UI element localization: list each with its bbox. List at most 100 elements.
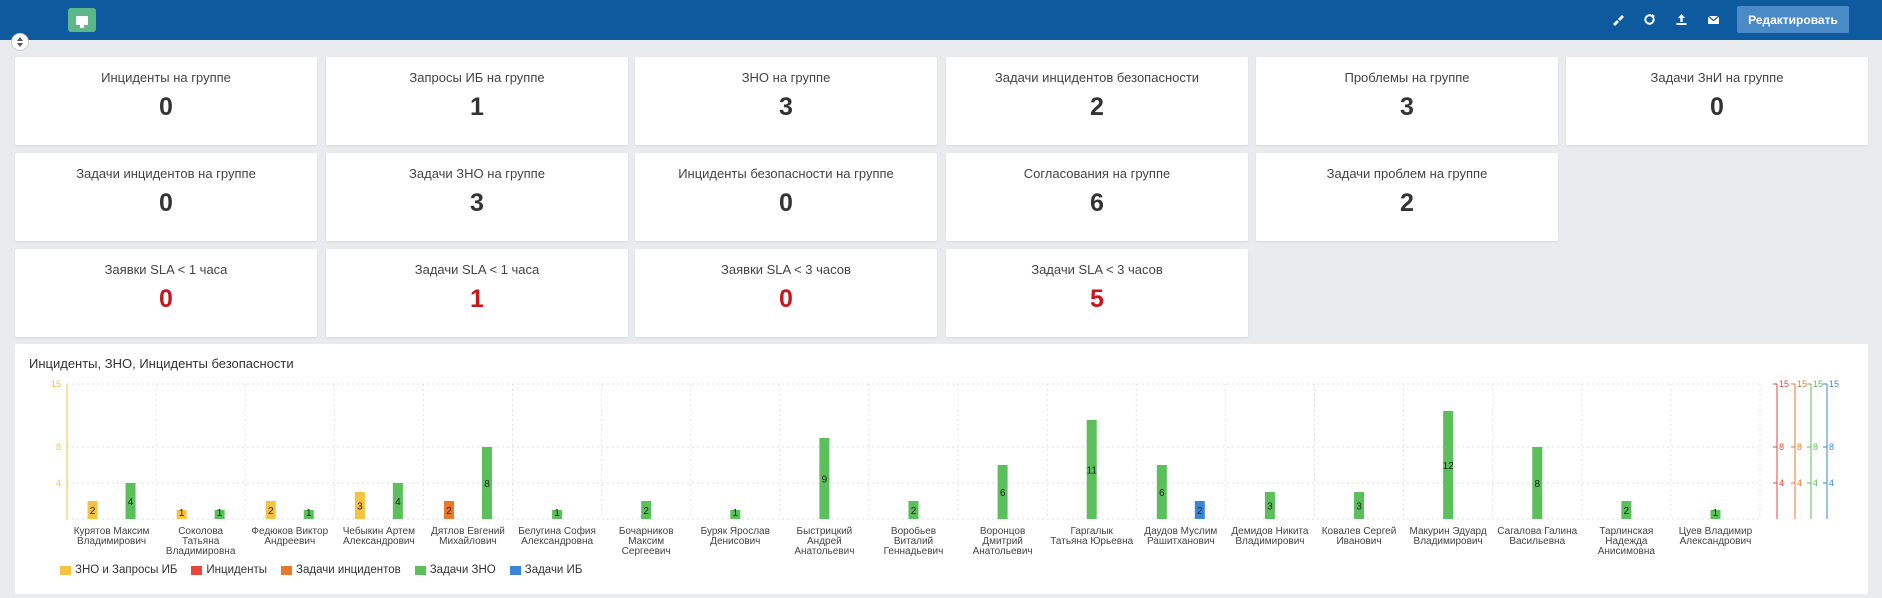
bar bbox=[443, 501, 454, 519]
x-tick-label-line: Васильевна bbox=[1509, 536, 1565, 547]
bar bbox=[125, 483, 136, 519]
kpi-tile[interactable]: Задачи ЗНО на группе 3 bbox=[326, 153, 628, 241]
kpi-tile[interactable]: Задачи SLA < 1 часа 1 bbox=[326, 249, 628, 337]
x-tick-label-line: Александрович bbox=[1680, 536, 1752, 547]
kpi-title: Задачи SLA < 3 часов bbox=[1031, 262, 1163, 277]
x-tick-label-line: Денисович bbox=[710, 536, 760, 547]
legend-swatch bbox=[191, 565, 203, 575]
bar-value-label: 8 bbox=[484, 479, 490, 490]
x-tick-label-line: Владимировна bbox=[166, 546, 236, 557]
edit-button[interactable]: Редактировать bbox=[1737, 6, 1849, 33]
kpi-value: 0 bbox=[159, 189, 173, 217]
bar-value-label: 1 bbox=[554, 508, 560, 519]
bar bbox=[265, 501, 276, 519]
bar-value-label: 1 bbox=[733, 508, 739, 519]
kpi-tile[interactable]: Задачи инцидентов безопасности 2 bbox=[946, 57, 1248, 145]
kpi-value: 5 bbox=[1090, 285, 1104, 313]
kpi-tile[interactable]: Задачи ЗнИ на группе 0 bbox=[1566, 57, 1868, 145]
bar-value-label: 1 bbox=[1713, 508, 1719, 519]
kpi-title: Инциденты безопасности на группе bbox=[678, 166, 894, 181]
bar-value-label: 3 bbox=[357, 502, 363, 513]
monitor-icon[interactable] bbox=[68, 8, 96, 32]
y-tick-label: 15 bbox=[1829, 379, 1839, 389]
legend-swatch bbox=[60, 565, 71, 575]
kpi-tile[interactable]: Согласования на группе 6 bbox=[946, 153, 1248, 241]
bar bbox=[1710, 510, 1721, 519]
legend-item[interactable]: Задачи ЗНО bbox=[414, 564, 496, 576]
bar-value-label: 12 bbox=[1443, 461, 1455, 472]
legend-swatch bbox=[509, 565, 521, 575]
kpi-tile[interactable]: Запросы ИБ на группе 1 bbox=[326, 57, 628, 145]
legend-item[interactable]: ЗНО и Запросы ИБ bbox=[60, 564, 177, 576]
x-tick-label: Буряк Ярослав Денисович bbox=[701, 526, 770, 547]
y-tick-label: 4 bbox=[1829, 478, 1834, 488]
kpi-tile[interactable]: ЗНО на группе 3 bbox=[635, 57, 937, 145]
kpi-tile[interactable]: Задачи SLA < 3 часов 5 bbox=[946, 249, 1248, 337]
top-bar: Редактировать bbox=[0, 0, 1882, 40]
kpi-tile[interactable]: Инциденты на группе 0 bbox=[15, 57, 317, 145]
kpi-tile[interactable]: Заявки SLA < 3 часов 0 bbox=[635, 249, 937, 337]
legend-item[interactable]: Инциденты bbox=[191, 564, 267, 576]
bar bbox=[1443, 411, 1454, 519]
y-tick-label: 15 bbox=[51, 379, 61, 389]
x-tick-label: Макурин Эдуард Владимирович bbox=[1410, 526, 1487, 547]
kpi-value: 3 bbox=[470, 189, 484, 217]
x-tick-label-line: Курятов Максим bbox=[74, 526, 150, 537]
kpi-value: 3 bbox=[1400, 93, 1414, 121]
y-tick-label: 8 bbox=[1829, 442, 1834, 452]
bar bbox=[481, 447, 492, 519]
y-tick-label: 15 bbox=[1797, 379, 1807, 389]
legend-label: ЗНО и Запросы ИБ bbox=[75, 564, 178, 576]
kpi-tile[interactable]: Заявки SLA < 1 часа 0 bbox=[15, 249, 317, 337]
kpi-value: 3 bbox=[779, 93, 793, 121]
bar bbox=[997, 465, 1008, 519]
bar-value-label: 2 bbox=[268, 506, 274, 517]
bar bbox=[392, 483, 403, 519]
bar bbox=[303, 510, 314, 519]
kpi-value: 2 bbox=[1400, 189, 1414, 217]
bar-value-label: 2 bbox=[911, 506, 917, 517]
legend-item[interactable]: Задачи ИБ bbox=[509, 564, 582, 576]
bar bbox=[1156, 465, 1167, 519]
kpi-title: Заявки SLA < 1 часа bbox=[104, 262, 228, 277]
kpi-tile[interactable]: Задачи инцидентов на группе 0 bbox=[15, 153, 317, 241]
x-tick-label-line: Буряк Ярослав bbox=[701, 526, 770, 537]
x-tick-label-line: Ковалев Сергей bbox=[1322, 526, 1397, 537]
y-tick-label: 4 bbox=[1779, 478, 1784, 488]
legend-item[interactable]: Задачи инцидентов bbox=[281, 564, 401, 576]
refresh-icon[interactable] bbox=[1640, 10, 1658, 28]
collapse-handle-icon[interactable] bbox=[11, 33, 29, 51]
kpi-value: 1 bbox=[470, 93, 484, 121]
kpi-value: 6 bbox=[1090, 189, 1104, 217]
bar-value-label: 3 bbox=[1356, 502, 1362, 513]
x-tick-label: Соколова Татьяна Владимировна bbox=[166, 526, 236, 557]
kpi-tile[interactable]: Проблемы на группе 3 bbox=[1256, 57, 1558, 145]
x-tick-label-line: Анатольевич bbox=[973, 546, 1033, 557]
bar-value-label: 2 bbox=[446, 506, 452, 517]
bar bbox=[1086, 420, 1097, 519]
x-tick-label-line: Цуев Владимир bbox=[1679, 526, 1753, 537]
kpi-tile[interactable]: Задачи проблем на группе 2 bbox=[1256, 153, 1558, 241]
bar-value-label: 8 bbox=[1534, 479, 1540, 490]
mail-icon[interactable] bbox=[1704, 10, 1722, 28]
x-tick-label: Воронцов Дмитрий Анатольевич bbox=[973, 526, 1033, 557]
legend-swatch bbox=[414, 565, 426, 575]
bar bbox=[908, 501, 919, 519]
bar bbox=[1532, 447, 1543, 519]
kpi-value: 0 bbox=[159, 285, 173, 313]
palette-icon[interactable] bbox=[1608, 10, 1626, 28]
x-tick-label: Бочарников Максим Сергеевич bbox=[619, 526, 674, 557]
x-tick-label-line: Татьяна bbox=[182, 536, 220, 547]
bar-value-label: 4 bbox=[395, 497, 401, 508]
x-tick-label-line: Макурин Эдуард bbox=[1410, 526, 1487, 537]
bar-value-label: 1 bbox=[306, 508, 312, 519]
upload-icon[interactable] bbox=[1672, 10, 1690, 28]
x-tick-label: Быстрицкий Андрей Анатольевич bbox=[794, 526, 854, 557]
x-tick-label-line: Александрович bbox=[343, 536, 415, 547]
x-tick-label-line: Андрей bbox=[807, 536, 842, 547]
x-tick-label-line: Анисимовна bbox=[1598, 546, 1656, 557]
kpi-tile[interactable]: Инциденты безопасности на группе 0 bbox=[635, 153, 937, 241]
x-tick-label: Дятлов Евгений Михайлович bbox=[431, 526, 505, 547]
bar-value-label: 6 bbox=[1159, 488, 1165, 499]
